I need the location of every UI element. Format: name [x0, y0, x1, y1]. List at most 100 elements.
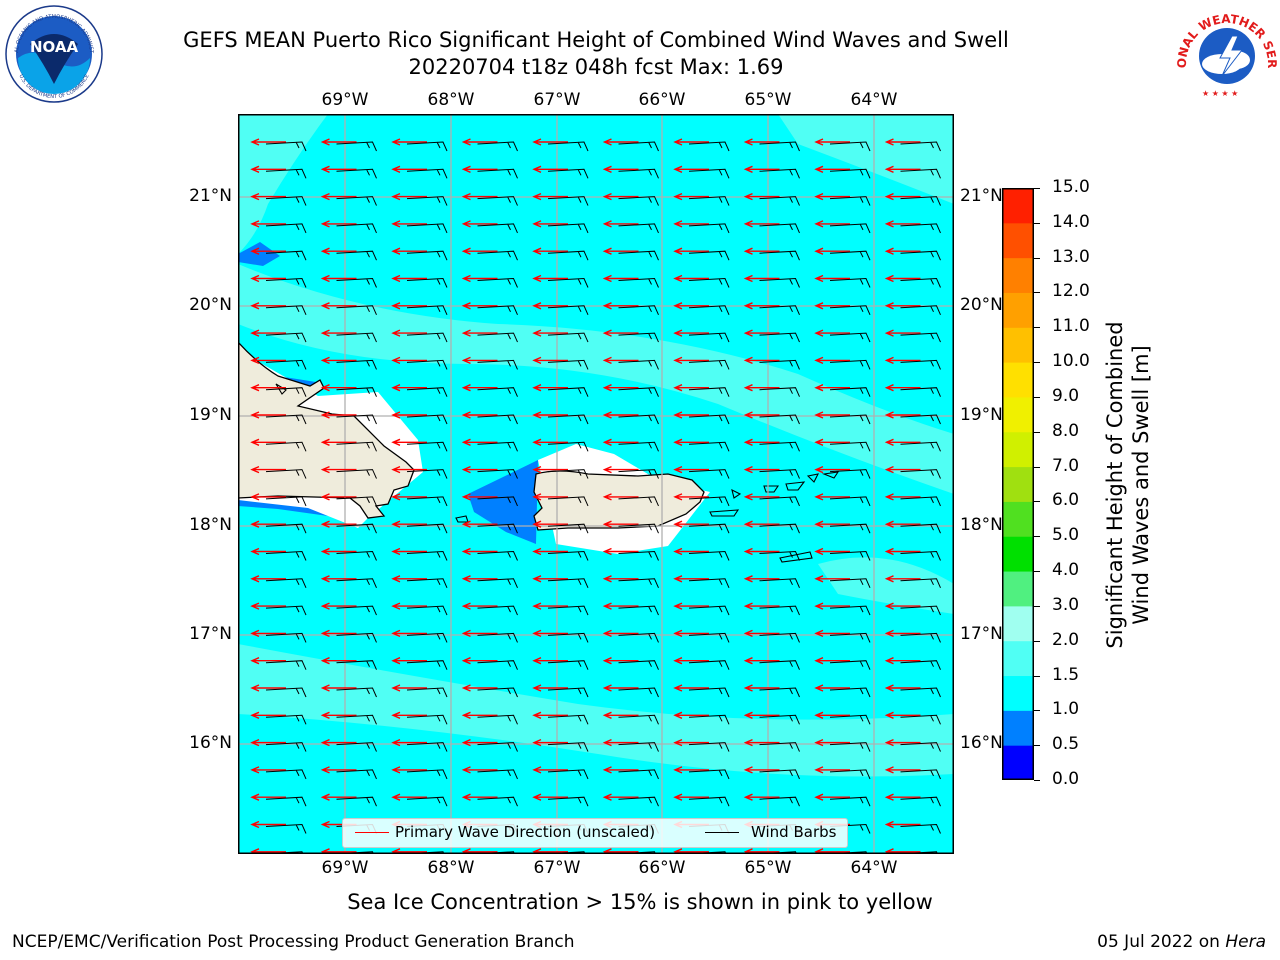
- wave-direction-arrow: [250, 220, 286, 228]
- wind-barb: [547, 469, 589, 479]
- colorbar-tick: [1034, 571, 1040, 573]
- colorbar-segment: [1002, 362, 1034, 398]
- wind-barb: [900, 469, 941, 479]
- wave-direction-arrow: [532, 629, 568, 638]
- wave-direction-arrow: [532, 738, 568, 747]
- wave-direction-arrow: [602, 356, 639, 365]
- wind-barb: [265, 660, 307, 670]
- wave-direction-arrow: [814, 384, 850, 392]
- wave-direction-arrow: [814, 192, 850, 201]
- wind-barb: [618, 796, 659, 807]
- wind-barb: [900, 632, 941, 643]
- wind-barb: [336, 578, 377, 589]
- wave-direction-arrow: [673, 547, 709, 556]
- wind-barb: [618, 332, 659, 343]
- wind-barb: [336, 605, 377, 616]
- wave-direction-arrow: [391, 602, 427, 610]
- wave-direction-arrow: [673, 411, 709, 419]
- wave-direction-arrow: [814, 711, 850, 719]
- wave-direction-arrow: [743, 356, 780, 365]
- wave-direction-arrow: [673, 602, 709, 610]
- wave-direction-arrow: [814, 411, 850, 419]
- wave-direction-arrow: [602, 411, 639, 419]
- wind-barb: [759, 168, 800, 179]
- wave-direction-arrow: [391, 657, 427, 665]
- wave-direction-arrow: [814, 520, 850, 528]
- wind-barb: [688, 660, 730, 670]
- wind-barb: [618, 168, 659, 179]
- wind-barb: [265, 141, 307, 152]
- wave-direction-arrow: [814, 657, 850, 665]
- wave-direction-arrow: [250, 766, 286, 774]
- wave-direction-arrow: [320, 520, 357, 528]
- wave-direction-arrow: [532, 138, 568, 146]
- wind-barb: [547, 332, 589, 343]
- wind-barb: [477, 687, 518, 698]
- wind-barb: [829, 742, 871, 752]
- wind-barb: [477, 796, 518, 807]
- wind-barb: [618, 250, 659, 261]
- lat-label-right: 20°N: [960, 295, 1003, 315]
- colorbar-tick: [1034, 222, 1040, 224]
- wave-direction-arrow: [602, 220, 639, 228]
- wind-barb: [829, 714, 871, 725]
- wave-direction-arrow: [532, 411, 568, 419]
- colorbar-segment: [1002, 710, 1034, 746]
- wave-direction-arrow: [250, 438, 286, 446]
- wave-direction-arrow: [743, 329, 780, 337]
- colorbar-tick-label: 7.0: [1052, 455, 1080, 476]
- wave-direction-arrow: [602, 657, 639, 665]
- wind-barb: [336, 223, 377, 234]
- wind-barb: [477, 632, 518, 643]
- wave-direction-arrow: [814, 465, 850, 474]
- wave-direction-arrow: [673, 575, 709, 583]
- wind-barb: [900, 168, 941, 179]
- wind-barb: [547, 223, 589, 234]
- wind-barb: [759, 605, 800, 616]
- wind-barb: [547, 496, 589, 507]
- wave-direction-arrow: [814, 684, 850, 692]
- wind-barb: [759, 250, 800, 261]
- wave-direction-arrow: [461, 602, 498, 610]
- colorbar-segment: [1002, 605, 1034, 642]
- wind-barb: [477, 769, 518, 780]
- wave-direction-arrow: [461, 793, 498, 801]
- wind-barb: [265, 196, 307, 206]
- wind-barb: [477, 277, 518, 288]
- wind-barb: [336, 414, 377, 425]
- wind-barb: [265, 223, 307, 234]
- wind-barb: [759, 742, 800, 752]
- wave-direction-arrow: [320, 384, 357, 392]
- wave-direction-arrow: [320, 684, 357, 692]
- wave-direction-arrow: [320, 220, 357, 228]
- wave-direction-arrow: [532, 165, 568, 173]
- wave-direction-arrow: [602, 793, 639, 801]
- wind-barb: [618, 660, 659, 670]
- colorbar-segment: [1002, 466, 1034, 502]
- wave-direction-arrow: [743, 520, 780, 528]
- colorbar-tick-label: 10.0: [1052, 351, 1090, 372]
- wave-direction-arrow: [391, 411, 427, 419]
- wave-direction-arrow: [884, 766, 921, 774]
- wave-direction-arrow: [814, 766, 850, 774]
- wave-direction-arrow: [673, 493, 709, 501]
- wave-direction-arrow: [320, 547, 357, 556]
- legend-wave-label: Primary Wave Direction (unscaled): [395, 823, 656, 841]
- wind-barb: [406, 550, 448, 561]
- lat-label-right: 18°N: [960, 515, 1003, 535]
- wind-barb: [688, 223, 730, 234]
- wind-barb: [688, 414, 730, 425]
- wave-direction-arrow: [320, 711, 357, 719]
- wind-barb: [829, 196, 871, 206]
- wind-barb: [829, 250, 871, 261]
- wave-direction-arrow: [250, 547, 286, 556]
- wave-direction-arrow: [884, 356, 921, 365]
- colorbar-tick-label: 1.5: [1052, 664, 1080, 685]
- wave-direction-arrow: [814, 138, 850, 146]
- wave-direction-arrow: [250, 356, 286, 365]
- wind-barb: [688, 277, 730, 288]
- wave-direction-arrow: [602, 738, 639, 747]
- lat-label-left: 21°N: [189, 186, 232, 206]
- wave-direction-arrow: [250, 329, 286, 337]
- noaa-logo-text: NOAA: [30, 38, 79, 56]
